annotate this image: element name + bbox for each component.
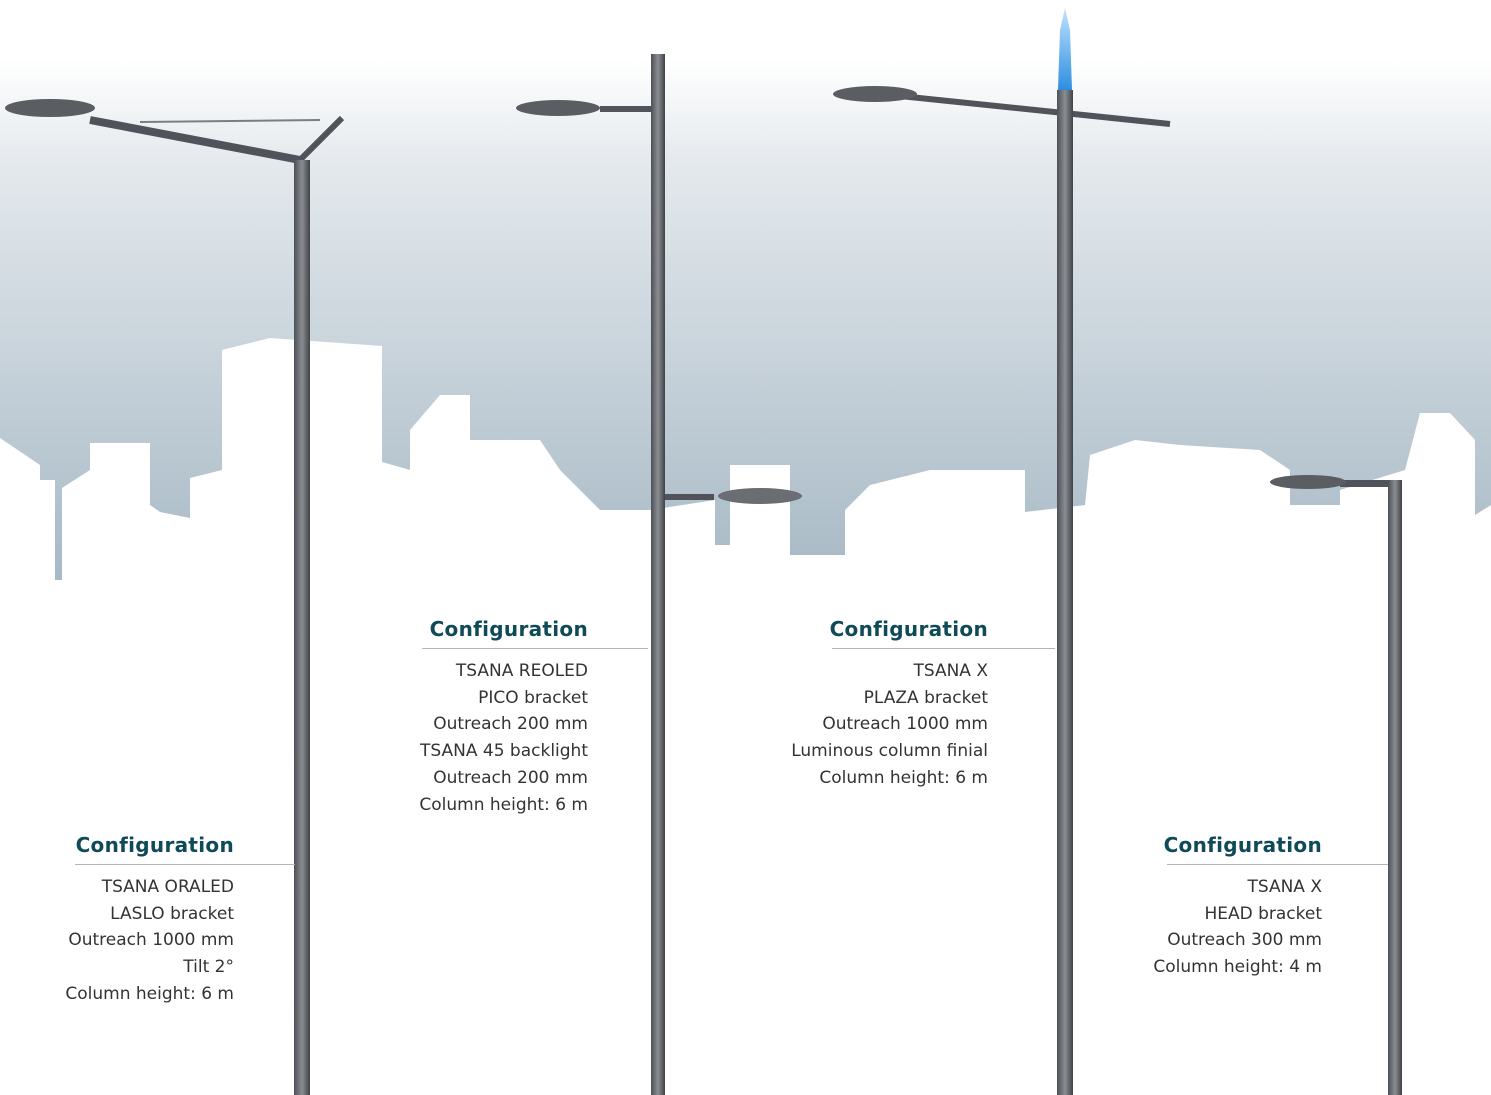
spec-list: TSANA X PLAZA bracket Outreach 1000 mm Lumi…	[791, 658, 988, 792]
configuration-block: Configuration TSANA X PLAZA bracket Outreac…	[791, 614, 1055, 792]
column	[294, 160, 310, 1095]
spec-line: Outreach 1000 mm	[822, 714, 988, 735]
configuration-block: Configuration TSANA ORALED LASLO bracket Ou…	[65, 830, 295, 1008]
spec-line: Outreach 1000 mm	[68, 930, 234, 951]
divider	[75, 864, 295, 865]
spec-line: TSANA REOLED	[455, 661, 588, 681]
bracket-arm	[297, 115, 345, 163]
configuration-title: Configuration	[1163, 833, 1322, 857]
configuration-title: Configuration	[829, 617, 988, 641]
luminaire	[718, 488, 802, 504]
spec-line: PLAZA bracket	[863, 687, 988, 708]
bracket-arm	[139, 119, 321, 123]
column	[1388, 480, 1402, 1095]
spec-line: TSANA 45 backlight	[420, 741, 588, 762]
divider	[1167, 864, 1388, 865]
spec-list: TSANA X HEAD bracket Outreach 300 mm Column…	[1153, 874, 1322, 981]
spec-line: Column height: 6 m	[419, 794, 588, 815]
column	[651, 54, 665, 1095]
luminous-finial	[1058, 8, 1072, 90]
luminaire	[1270, 475, 1346, 489]
bracket-arm	[1340, 480, 1400, 487]
column	[1057, 90, 1073, 1095]
configuration-title: Configuration	[75, 833, 234, 857]
spec-line: Column height: 6 m	[65, 983, 234, 1004]
spec-line: LASLO bracket	[110, 903, 234, 924]
spec-line: TSANA ORALED	[101, 877, 234, 897]
configuration-title: Configuration	[429, 617, 588, 641]
spec-line: Outreach 200 mm	[433, 714, 588, 735]
spec-line: Tilt 2°	[183, 957, 234, 978]
divider	[832, 648, 1055, 649]
spec-line: Outreach 200 mm	[433, 767, 588, 788]
spec-line: Luminous column finial	[791, 741, 988, 762]
spec-list: TSANA ORALED LASLO bracket Outreach 1000 m…	[65, 874, 234, 1008]
spec-line: TSANA X	[913, 661, 988, 681]
luminaire	[516, 100, 600, 116]
luminaire	[5, 99, 95, 117]
spec-line: PICO bracket	[478, 687, 588, 708]
bracket-arm	[899, 93, 1171, 127]
spec-line: Column height: 6 m	[819, 767, 988, 788]
spec-line: Outreach 300 mm	[1167, 930, 1322, 951]
spec-list: TSANA REOLED PICO bracket Outreach 200 mm T…	[419, 658, 588, 818]
bracket-arm	[664, 494, 714, 500]
divider	[422, 648, 648, 649]
spec-line: TSANA X	[1247, 877, 1322, 897]
configuration-block: Configuration TSANA REOLED PICO bracket Out…	[419, 614, 648, 818]
spec-line: HEAD bracket	[1204, 903, 1322, 924]
configuration-block: Configuration TSANA X HEAD bracket Outreach…	[1153, 830, 1388, 981]
bracket-arm	[89, 116, 301, 164]
luminaire	[833, 86, 917, 102]
bracket-arm	[600, 106, 656, 112]
skyline	[0, 338, 1491, 1095]
spec-line: Column height: 4 m	[1153, 957, 1322, 978]
